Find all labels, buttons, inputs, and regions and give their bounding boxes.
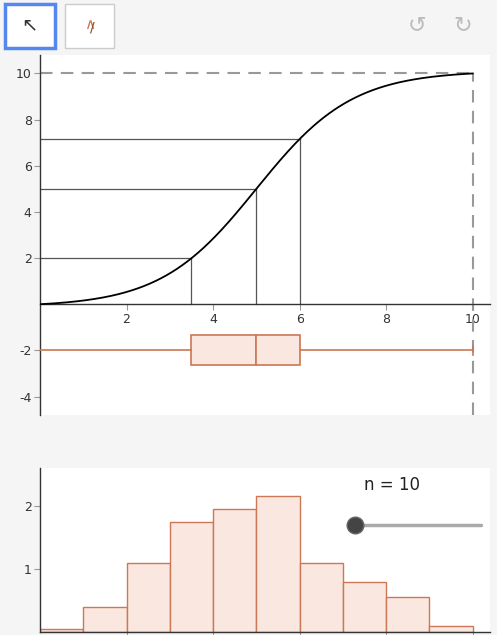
Bar	[429, 625, 473, 632]
Bar	[83, 607, 127, 632]
Bar	[191, 335, 256, 365]
Bar	[386, 598, 429, 632]
Bar	[300, 563, 343, 632]
Text: n = 10: n = 10	[364, 476, 420, 494]
Bar	[213, 509, 256, 632]
FancyBboxPatch shape	[65, 4, 114, 48]
Bar	[170, 521, 213, 632]
Text: /: /	[89, 20, 94, 34]
Bar	[256, 335, 300, 365]
Bar	[256, 497, 300, 632]
Text: ↖: ↖	[22, 15, 38, 34]
Bar	[40, 629, 83, 632]
Text: ↺: ↺	[408, 15, 427, 35]
Bar	[127, 563, 170, 632]
Bar	[343, 582, 386, 632]
FancyBboxPatch shape	[5, 4, 55, 48]
Text: ↻: ↻	[453, 15, 472, 35]
Text: ∧: ∧	[84, 17, 95, 32]
